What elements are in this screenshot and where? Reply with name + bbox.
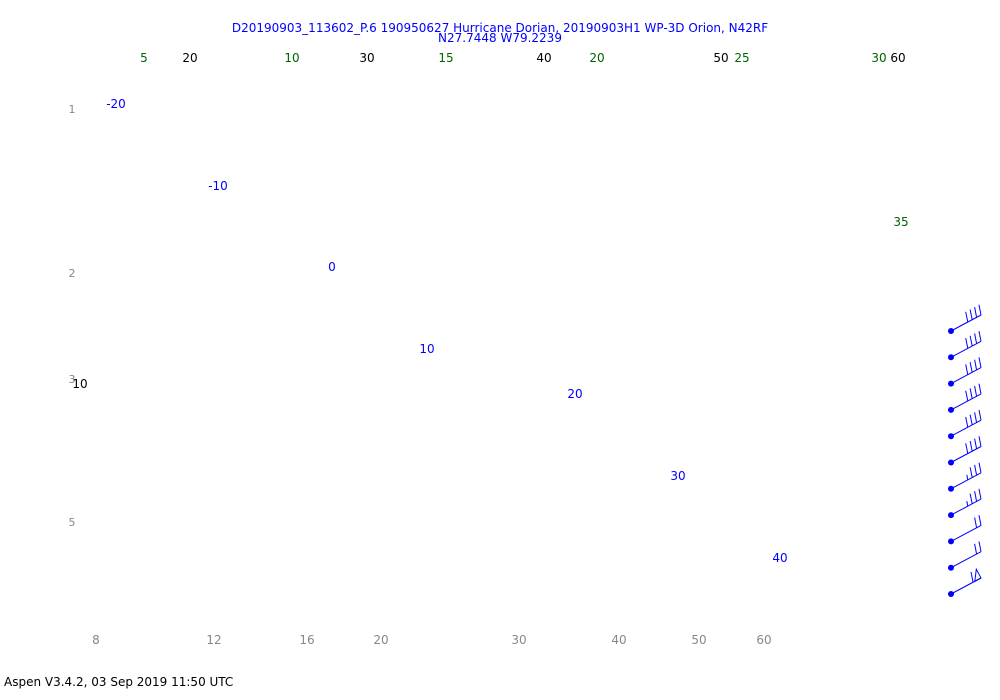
height-km-label: 2 [69,267,76,280]
mixing-ratio-right-label: 35 [893,215,908,229]
wind-barb-flag [974,359,978,371]
height-km-label: 5 [69,516,76,529]
wind-barb [948,462,982,492]
wind-barb-flag [969,440,973,452]
wind-barb [948,383,982,413]
isotherm-label: 10 [419,342,434,356]
wind-barb-flag [965,338,969,349]
isotherm-label: -20 [106,97,126,111]
top-mixing-ratio-label: 5 [140,51,148,65]
wind-barb-flag [978,409,982,421]
wind-barb-staff [950,314,982,332]
top-temperature-label: 50 [713,51,728,65]
wind-barb-staff [950,367,982,385]
wind-barb [948,515,982,545]
wind-barb-flag [965,311,969,323]
wind-barb-staff [950,524,982,542]
wind-barb-flag [969,335,973,347]
top-mixing-ratio-label: 15 [438,51,453,65]
wind-barb-flag [965,364,969,375]
top-mixing-ratio-label: 20 [589,51,604,65]
wind-barb-flag [969,493,973,504]
wind-barb-flag [978,488,982,500]
wind-barb-pennant [974,567,982,583]
bottom-mixing-ratio-label: 8 [92,633,100,647]
wind-barb-flag [974,385,978,397]
bottom-mixing-ratio-label: 60 [756,633,771,647]
wind-barb-flag [969,388,973,399]
wind-barb-staff [950,419,982,437]
wind-barb [948,541,982,571]
wind-barb-flag [978,304,982,316]
wind-barb [948,331,982,361]
wind-barb-flag [974,307,978,318]
wind-barb-flag [974,438,978,449]
bottom-mixing-ratio-label: 12 [206,633,221,647]
wind-barb-staff [950,446,982,463]
wind-barb-flag [969,309,973,320]
wind-barb-flag [969,361,973,373]
bottom-mixing-ratio-label: 50 [691,633,706,647]
top-mixing-ratio-label: 25 [734,51,749,65]
left-isotherm-label: 10 [72,377,87,391]
top-temperature-label: 40 [536,51,551,65]
wind-barb-staff [950,498,982,516]
wind-barb-staff [950,472,982,490]
wind-barb-flag [974,412,978,423]
wind-barb [948,567,982,597]
wind-barb-flag [978,541,982,552]
wind-barb-staff [950,393,982,411]
isotherm-label: -10 [208,179,228,193]
wind-barb-flag [969,414,973,426]
wind-barb-flag [978,436,982,447]
isotherm-label: 30 [670,469,685,483]
wind-barb [948,357,982,387]
wind-barb-flag [978,331,982,342]
wind-barb-flag [970,571,974,583]
chart-title-line2: N27.7448 W79.2239 [438,31,562,45]
chart-title-line1: D20190903_113602_P.6 190950627 Hurricane… [231,21,769,35]
isotherm-label: 0 [328,260,336,274]
wind-barb-flag [974,333,978,344]
wind-barb-flag [974,491,978,502]
wind-barb-flag [974,464,978,476]
isotherm-label: 40 [772,551,787,565]
wind-barb [948,409,982,440]
top-temperature-label: 60 [890,51,905,65]
wind-barb-flag [965,443,969,454]
wind-barb-flag [978,357,982,368]
wind-barb-flag [974,543,978,555]
top-mixing-ratio-label: 30 [871,51,886,65]
bottom-mixing-ratio-label: 20 [373,633,388,647]
footer-version-timestamp: Aspen V3.4.2, 03 Sep 2019 11:50 UTC [4,675,234,689]
height-km-label: 3 [69,373,76,386]
bottom-mixing-ratio-label: 30 [511,633,526,647]
wind-barb-flag [965,416,969,428]
wind-barb [948,304,982,334]
top-mixing-ratio-label: 10 [284,51,299,65]
bottom-mixing-ratio-label: 40 [611,633,626,647]
wind-barb-half-flag [966,474,969,480]
wind-barb-flag [974,517,978,528]
wind-barb-flag [978,462,982,473]
wind-barb-flag [978,515,982,526]
height-km-label: 1 [69,103,76,116]
wind-barb-staff [950,340,982,358]
wind-barb [948,436,982,466]
isotherm-label: 20 [567,387,582,401]
wind-barb-half-flag [966,501,969,507]
top-temperature-label: 20 [182,51,197,65]
wind-barb-flag [969,467,973,478]
bottom-mixing-ratio-label: 16 [299,633,314,647]
wind-barb [948,488,982,519]
wind-barb-flag [965,390,969,402]
top-temperature-label: 30 [359,51,374,65]
wind-barb-staff [950,551,982,569]
wind-barb-flag [978,383,982,394]
